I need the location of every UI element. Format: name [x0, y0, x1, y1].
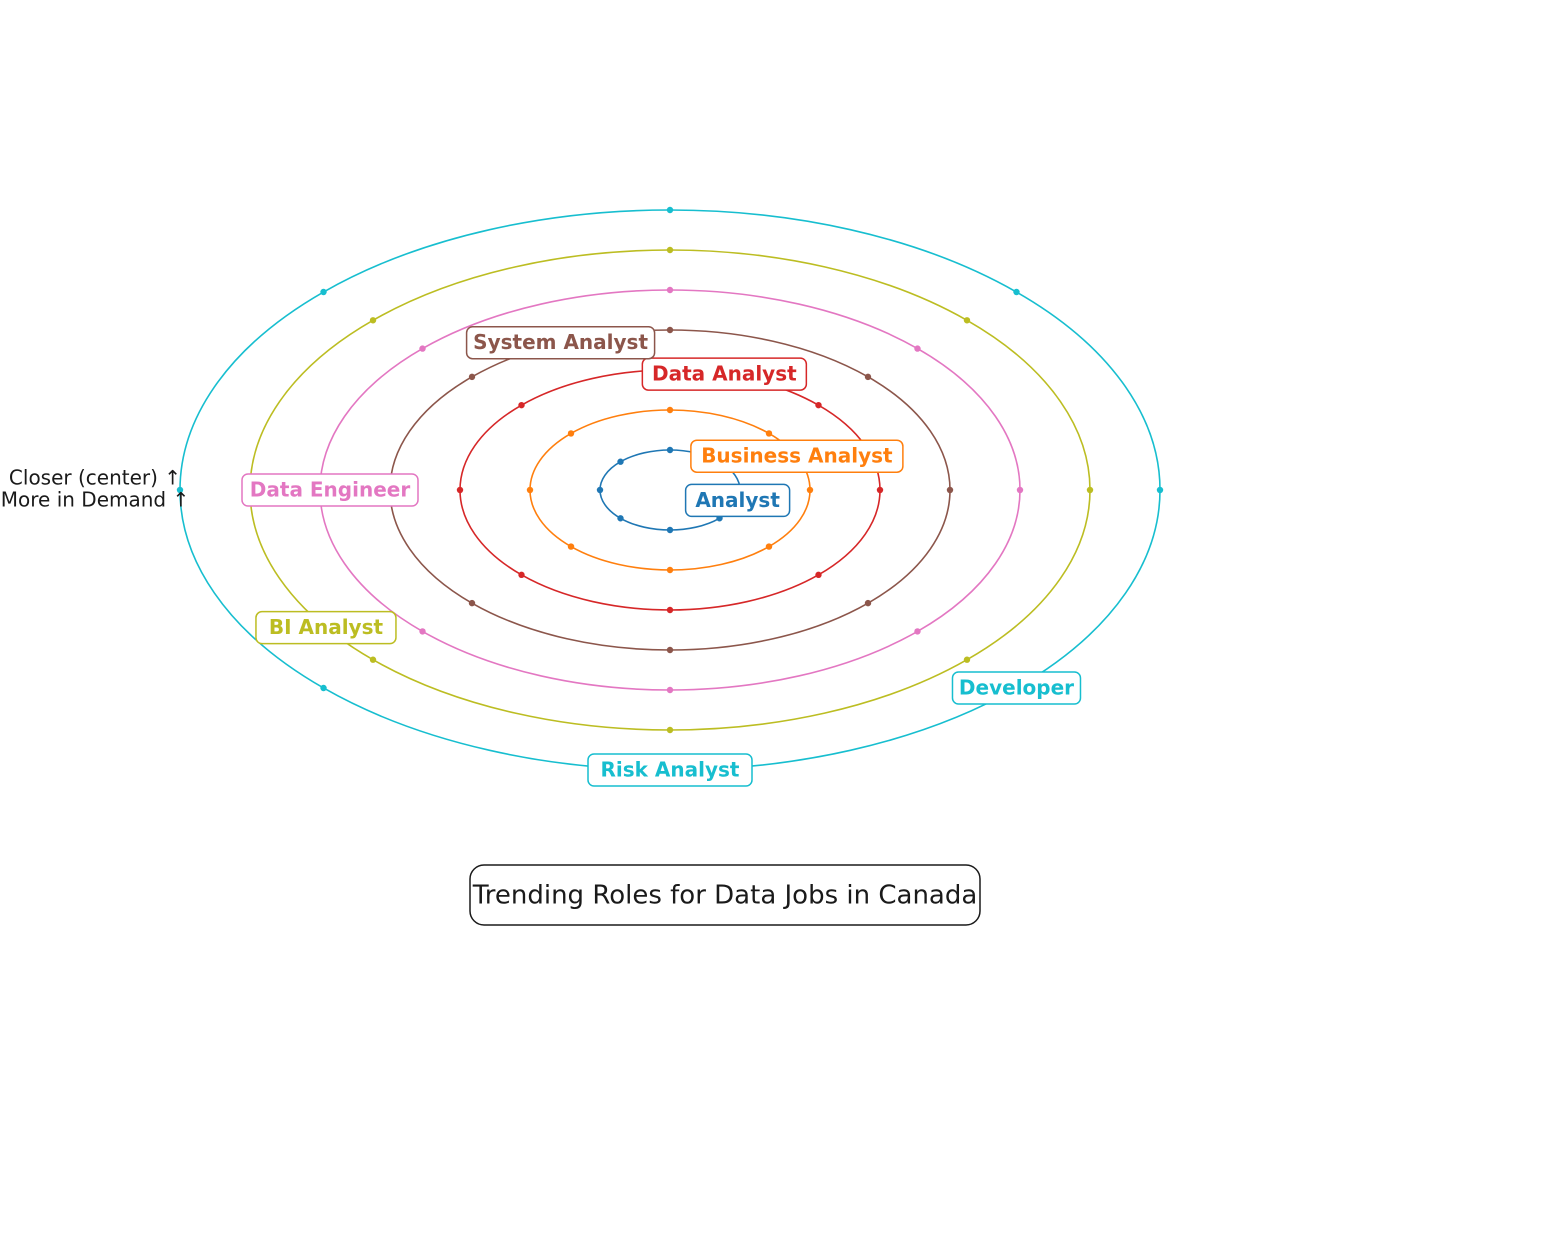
demand-annotation: Closer (center) ↑More in Demand ↑	[1, 466, 189, 512]
role-label-data-engineer: Data Engineer	[242, 474, 418, 506]
demand-annotation-line1: Closer (center) ↑	[9, 466, 181, 490]
role-label-data-analyst: Data Analyst	[642, 358, 806, 390]
role-label-text: Developer	[959, 675, 1074, 699]
role-label-text: Analyst	[695, 488, 780, 512]
role-label-text: BI Analyst	[269, 615, 384, 639]
ring-4	[317, 287, 1023, 693]
chart-title-text: Trending Roles for Data Jobs in Canada	[472, 881, 978, 911]
role-label-text: Risk Analyst	[601, 758, 740, 782]
role-label-business-analyst: Business Analyst	[691, 440, 903, 472]
role-label-analyst: Analyst	[686, 484, 790, 516]
ring-2	[457, 367, 883, 613]
role-label-text: Data Analyst	[652, 362, 797, 386]
diagram-canvas: Analyst Business Analyst Data AnalystSyste…	[0, 0, 1563, 1252]
role-label-text: System Analyst	[473, 330, 648, 354]
role-label-text: Business Analyst	[701, 444, 893, 468]
role-label-text: Data Engineer	[250, 478, 411, 502]
role-label-system-analyst: System Analyst	[467, 327, 655, 359]
role-label-bi-analyst: BI Analyst	[256, 612, 396, 644]
demand-annotation-line2: More in Demand ↑	[1, 488, 189, 512]
role-label-developer: Developer	[952, 672, 1080, 704]
chart-title: Trending Roles for Data Jobs in Canada	[470, 865, 980, 925]
role-label-risk-analyst: Risk Analyst	[588, 754, 752, 786]
